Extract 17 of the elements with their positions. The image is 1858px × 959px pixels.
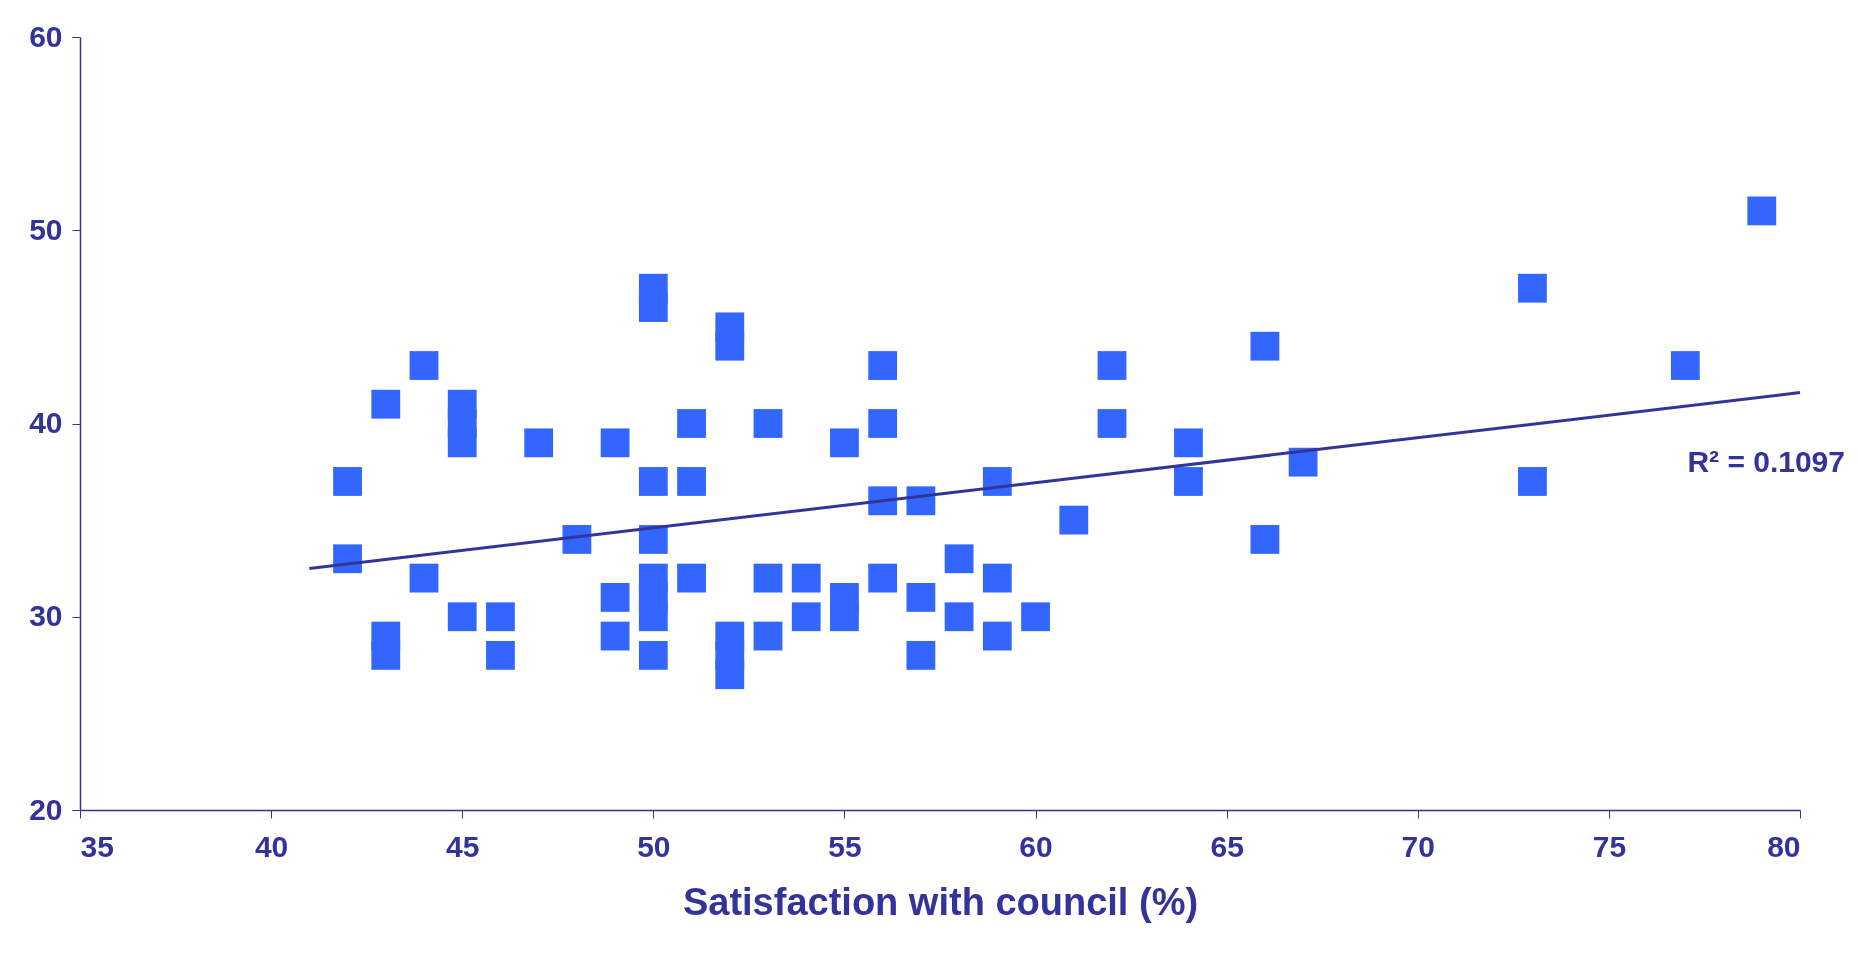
x-tick-label: 70 <box>1401 829 1435 863</box>
x-tick-label: 75 <box>1592 829 1627 863</box>
y-tick-label: 60 <box>29 19 63 53</box>
x-tick-label: 65 <box>1210 829 1244 863</box>
y-tick-label: 20 <box>29 792 63 826</box>
y-tick-label: 40 <box>29 406 63 439</box>
x-tick-label: 55 <box>828 829 862 863</box>
x-tick-label: 80 <box>1767 829 1801 863</box>
x-axis-title: Satisfaction with council (%) <box>682 880 1199 923</box>
x-tick-label: 40 <box>254 829 289 863</box>
y-tick-label: 30 <box>29 599 63 633</box>
y-tick-label: 50 <box>29 212 63 246</box>
x-tick-label: 35 <box>80 829 114 863</box>
x-tick-label: 50 <box>637 829 671 863</box>
x-tick-label: 45 <box>446 829 480 863</box>
x-tick-label: 60 <box>1019 829 1053 863</box>
annotation: R² = 0.1097 <box>1687 444 1845 478</box>
